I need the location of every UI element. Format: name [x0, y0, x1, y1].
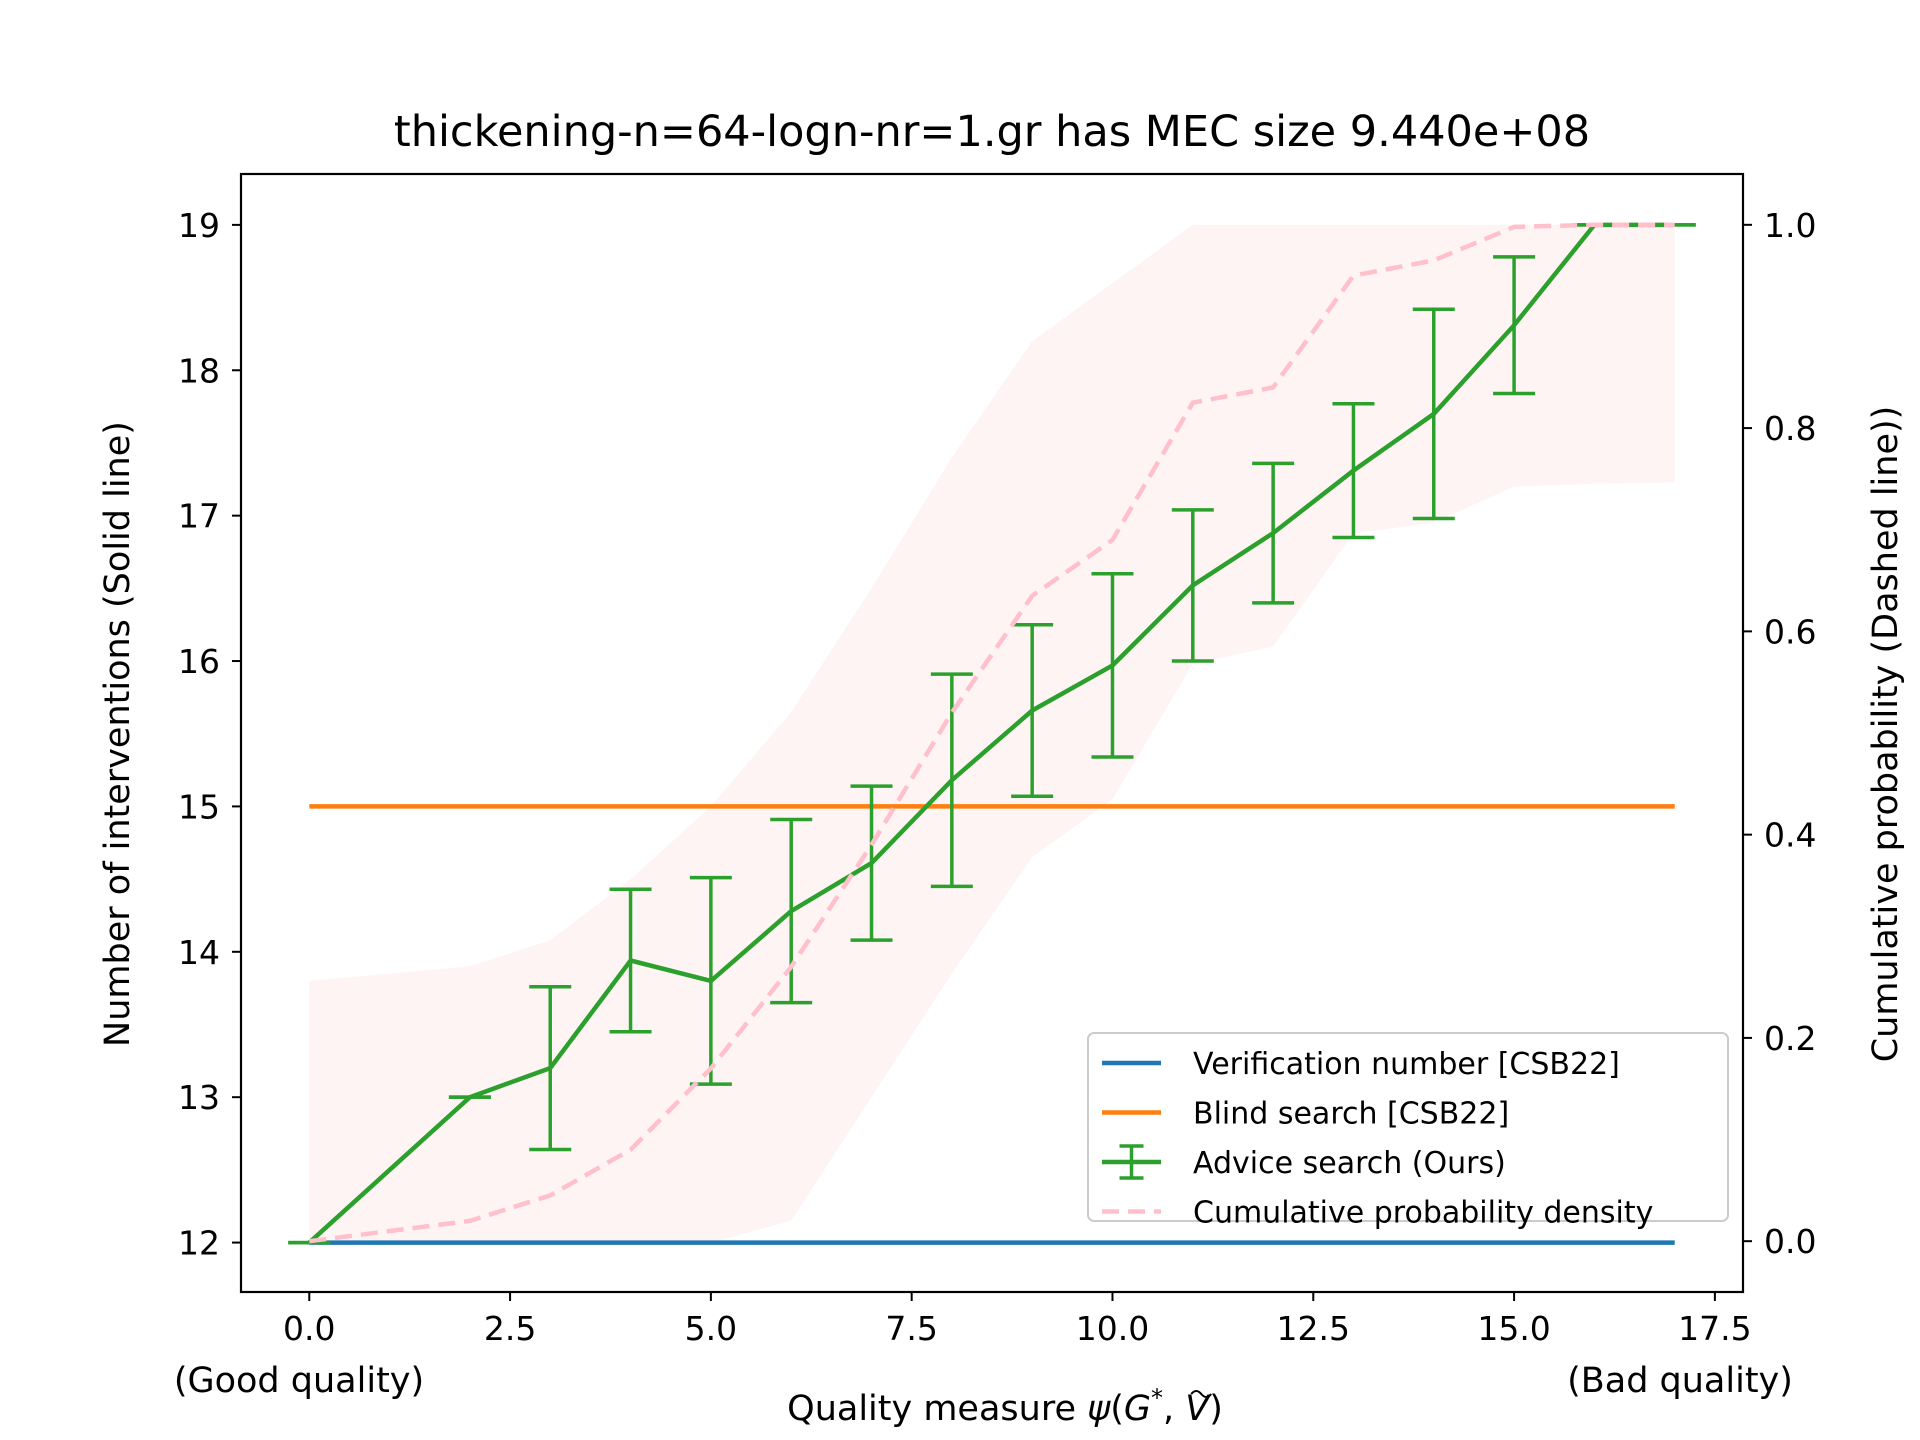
- x-axis-label: Quality measure ψ(G*, V): [787, 1384, 1223, 1429]
- y-axis-label-right: Cumulative probability (Dashed line)): [1866, 406, 1906, 1063]
- y-right-tick-label: 0.6: [1764, 612, 1816, 651]
- x-tick-label: 15.0: [1477, 1309, 1550, 1348]
- plot-frame: [239, 172, 1745, 1294]
- y-right-tick-label: 1.0: [1764, 206, 1816, 245]
- x-tick-label: 12.5: [1277, 1309, 1350, 1348]
- y-axis-label-left: Number of interventions (Solid line): [98, 421, 138, 1047]
- y-right-tick-label: 0.2: [1764, 1019, 1816, 1058]
- legend: Verification number [CSB22] Blind search …: [1087, 1032, 1729, 1231]
- x-axis-label-g: G: [1124, 1389, 1151, 1429]
- y-left-tick-label: 13: [178, 1078, 220, 1117]
- legend-label: Cumulative probability density: [1193, 1196, 1653, 1231]
- x-tick-label: 2.5: [484, 1309, 536, 1348]
- legend-entry: Blind search [CSB22]: [1102, 1097, 1509, 1132]
- x-axis-note-bad: (Bad quality): [1567, 1361, 1793, 1401]
- series-layer: [288, 222, 1696, 1245]
- legend-label: Advice search (Ours): [1193, 1146, 1506, 1181]
- x-tick-label: 7.5: [885, 1309, 937, 1348]
- legend-box: [1087, 1032, 1729, 1222]
- y-left-tick-label: 17: [178, 497, 220, 536]
- series-cumulative-probability-line: [309, 222, 1675, 1244]
- legend-entry: Verification number [CSB22]: [1102, 1047, 1620, 1082]
- x-axis-label-close: ): [1209, 1389, 1223, 1429]
- x-tick-label: 10.0: [1076, 1309, 1149, 1348]
- y-left-tick-label: 15: [178, 787, 220, 826]
- y-left-tick-label: 16: [178, 642, 220, 681]
- shaded-band: [309, 224, 1675, 1243]
- confidence-band-layer: [309, 224, 1675, 1243]
- axes-layer: 0.0 2.5 5.0 7.5 10.0 12.5 15.0 17.5 12 13 14 15 16 17…: [178, 172, 1816, 1398]
- y-right-tick-label: 0.0: [1764, 1222, 1816, 1261]
- x-axis-label-open: (: [1110, 1389, 1124, 1429]
- x-tick-label: 0.0: [283, 1309, 335, 1348]
- chart-title: thickening-n=64-logn-nr=1.gr has MEC siz…: [394, 107, 1590, 157]
- x-axis-label-v: V: [1185, 1389, 1211, 1429]
- y-right-tick-label: 0.8: [1764, 409, 1816, 448]
- x-axis-label-tilde: [1190, 1390, 1213, 1398]
- y-left-tick-label: 18: [178, 351, 220, 390]
- y-left-tick-label: 19: [178, 206, 220, 245]
- y-left-tick-label: 14: [178, 933, 220, 972]
- x-axis-label-psi: ψ: [1087, 1389, 1111, 1429]
- x-tick-label: 17.5: [1678, 1309, 1751, 1348]
- y-right-tick-label: 0.4: [1764, 816, 1816, 855]
- series-advice-search-line: [307, 222, 1675, 1245]
- y-left-tick-label: 12: [178, 1224, 220, 1263]
- legend-entry: Advice search (Ours): [1102, 1144, 1506, 1181]
- legend-label: Verification number [CSB22]: [1193, 1047, 1620, 1082]
- x-axis-note-good: (Good quality): [174, 1361, 424, 1401]
- x-axis-label-star: *: [1151, 1384, 1163, 1412]
- x-tick-label: 5.0: [685, 1309, 737, 1348]
- legend-label: Blind search [CSB22]: [1193, 1097, 1509, 1132]
- legend-entry: Cumulative probability density: [1102, 1196, 1653, 1231]
- x-axis-label-sep: ,: [1163, 1389, 1185, 1429]
- x-axis-label-prefix: Quality measure: [787, 1389, 1087, 1429]
